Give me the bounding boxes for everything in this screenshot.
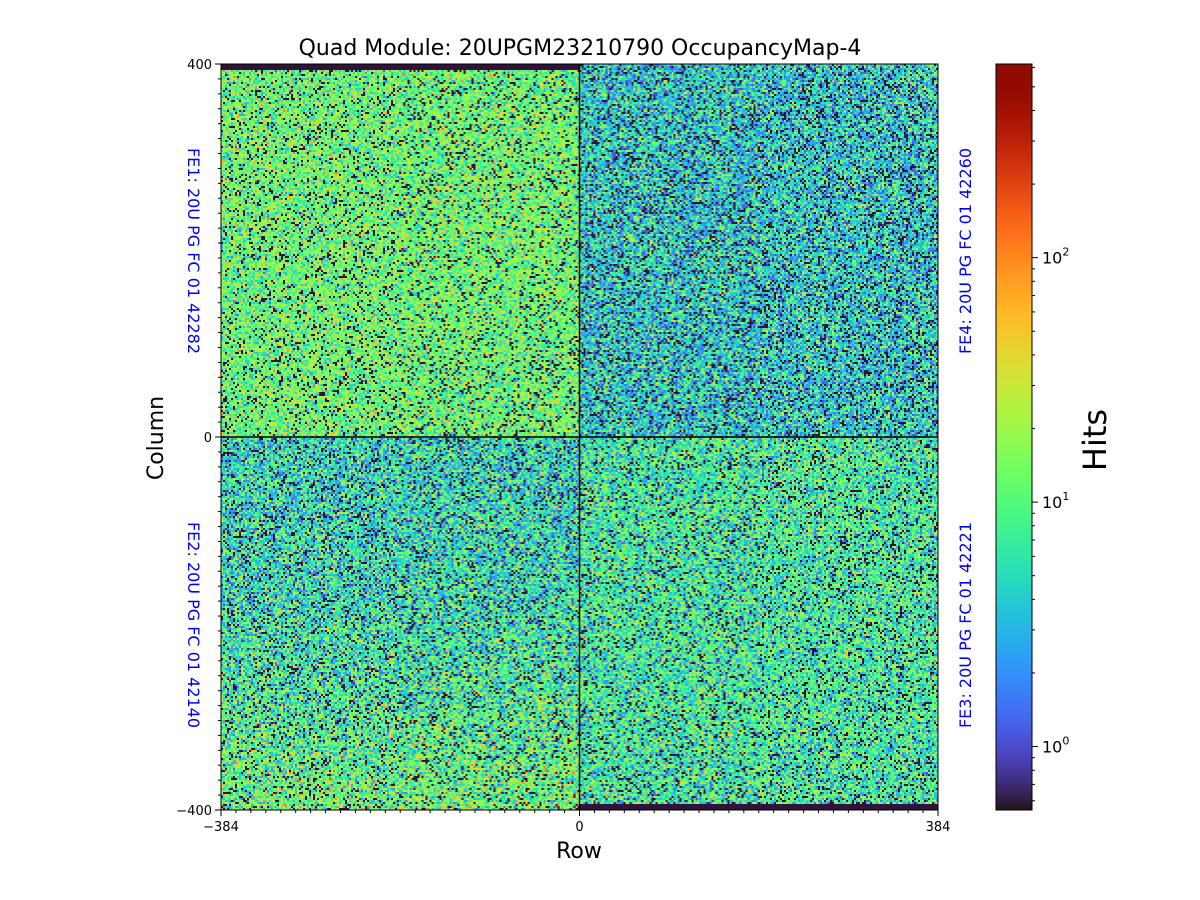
fe1-label: FE1: 20U PG FC 01 42282	[184, 148, 203, 354]
y-tick-label: 400	[187, 58, 212, 73]
x-tick-label: −384	[203, 820, 239, 835]
chart-title: Quad Module: 20UPGM23210790 OccupancyMap…	[299, 36, 862, 61]
y-axis-label: Column	[144, 396, 169, 480]
colorbar-tick-label: 102	[1042, 246, 1069, 268]
colorbar-ticks: 100 101 102	[1032, 66, 1069, 802]
fe3-label: FE3: 20U PG FC 01 42221	[956, 522, 975, 728]
colorbar-gradient	[996, 64, 1032, 810]
colorbar-tick-label: 101	[1042, 490, 1069, 512]
fe4-label: FE4: 20U PG FC 01 42260	[956, 148, 975, 354]
y-tick-label: −400	[176, 804, 212, 819]
x-tick-label: 384	[926, 820, 951, 835]
x-tick-label: 0	[575, 820, 583, 835]
x-axis-ticks: −384 0 384	[203, 810, 950, 835]
x-axis-label: Row	[556, 839, 602, 864]
colorbar-tick-label: 100	[1042, 735, 1069, 757]
y-tick-label: 0	[204, 431, 212, 446]
colorbar-frame	[995, 63, 1033, 811]
y-axis-ticks: 400 0 −400	[176, 58, 221, 819]
colorbar-label: Hits	[1076, 409, 1114, 471]
fe2-label: FE2: 20U PG FC 01 42140	[184, 522, 203, 728]
